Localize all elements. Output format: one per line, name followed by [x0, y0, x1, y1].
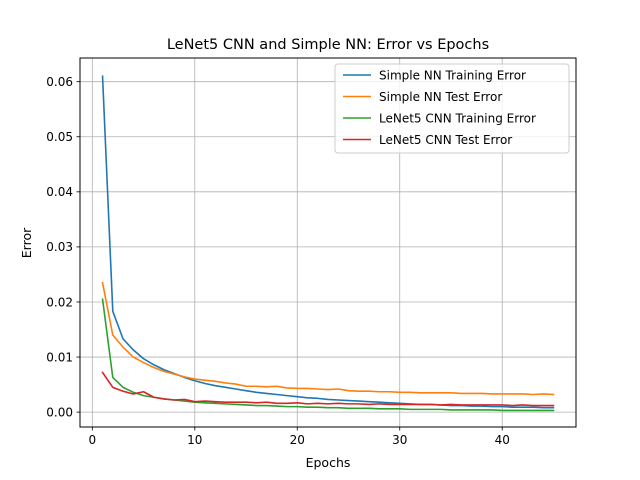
- legend-label-1: Simple NN Training Error: [379, 68, 526, 82]
- series-line-4: [101, 371, 555, 407]
- x-tick-label: 20: [290, 433, 305, 447]
- plot-frame: [79, 57, 577, 428]
- y-tick-label: 0.04: [46, 185, 73, 199]
- y-axis-ticks: 0.00 0.01 0.02 0.03 0.04 0.05 0.06: [46, 75, 80, 419]
- chart-title: LeNet5 CNN and Simple NN: Error vs Epoch…: [167, 37, 489, 53]
- y-axis-label: Error: [19, 227, 34, 258]
- x-axis-ticks: 0 10 20 30 40: [88, 427, 510, 447]
- legend-label-2: Simple NN Test Error: [379, 90, 502, 104]
- legend-box: [334, 63, 570, 154]
- legend: Simple NN Training Error Simple NN Test E…: [334, 63, 570, 154]
- series-layer: [101, 75, 555, 412]
- x-tick-label: 40: [495, 433, 510, 447]
- y-tick-label: 0.00: [46, 405, 73, 419]
- y-tick-label: 0.06: [46, 75, 73, 89]
- x-tick-label: 30: [392, 433, 407, 447]
- x-tick-label: 0: [88, 433, 96, 447]
- y-tick-label: 0.05: [46, 130, 73, 144]
- y-tick-label: 0.02: [46, 295, 73, 309]
- legend-label-3: LeNet5 CNN Training Error: [379, 111, 536, 125]
- x-tick-label: 10: [187, 433, 202, 447]
- y-tick-label: 0.01: [46, 350, 73, 364]
- legend-label-4: LeNet5 CNN Test Error: [379, 133, 512, 147]
- y-tick-label: 0.03: [46, 240, 73, 254]
- series-line-2: [101, 281, 555, 396]
- x-axis-label: Epochs: [306, 455, 351, 470]
